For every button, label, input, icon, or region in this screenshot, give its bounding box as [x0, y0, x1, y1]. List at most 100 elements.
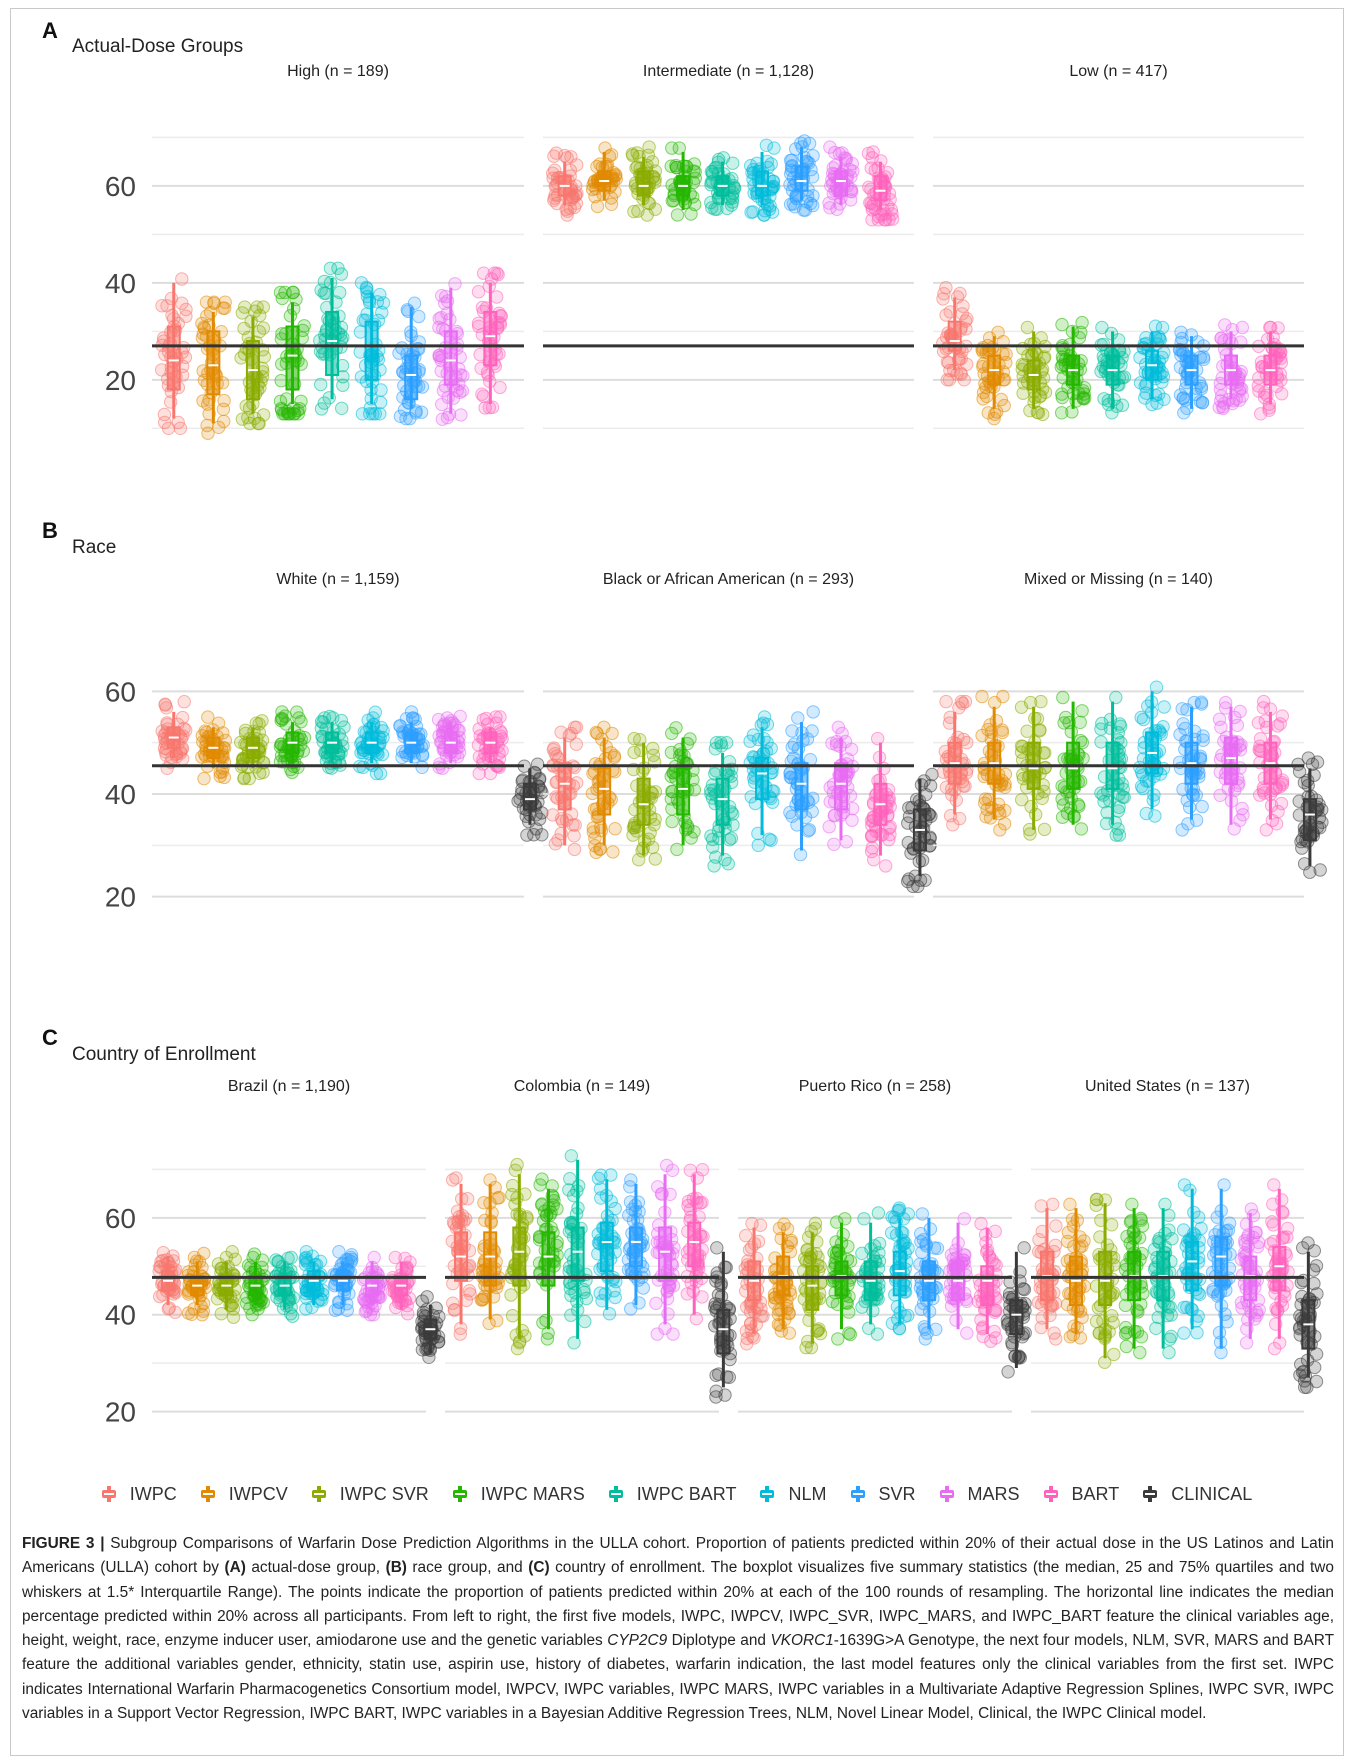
data-point	[1183, 1183, 1197, 1198]
data-point	[476, 266, 491, 280]
data-point	[813, 1326, 828, 1341]
facet: High (n = 189)	[152, 63, 524, 440]
data-point	[722, 1370, 736, 1385]
data-point	[602, 1307, 617, 1321]
facet: Black or African American (n = 293)	[543, 571, 939, 898]
facet-strip-label: High (n = 189)	[287, 63, 389, 80]
box	[285, 325, 300, 391]
data-point	[975, 689, 989, 704]
data-point	[238, 300, 252, 314]
box	[522, 782, 537, 811]
data-point	[594, 823, 609, 838]
data-point	[1266, 1218, 1281, 1232]
model-nlm	[591, 1168, 623, 1321]
data-point	[646, 748, 661, 762]
data-point	[1094, 786, 1108, 800]
data-point	[493, 380, 507, 395]
data-point	[567, 842, 582, 857]
data-point	[1300, 1380, 1314, 1395]
data-point	[217, 414, 231, 429]
model-iwpc-mars	[664, 141, 702, 222]
model-iwpc-mars	[1055, 690, 1090, 836]
facet: White (n = 1,159)	[152, 571, 549, 898]
data-point	[1175, 823, 1189, 837]
data-point	[1157, 345, 1171, 360]
data-point	[1024, 799, 1038, 814]
data-point	[1192, 1210, 1206, 1225]
data-point	[753, 1218, 768, 1232]
model-iwpc-mars	[273, 285, 311, 421]
data-point	[1206, 1285, 1220, 1299]
data-point	[666, 1327, 680, 1341]
data-point	[323, 261, 338, 275]
legend-label: MARS	[967, 1483, 1020, 1504]
data-point	[299, 1245, 314, 1259]
data-point	[1107, 1347, 1121, 1362]
model-bart	[864, 731, 897, 873]
model-svr	[621, 1173, 651, 1316]
data-point	[1271, 804, 1285, 819]
caption-gene-vkorc1: VKORC1	[770, 1632, 834, 1650]
data-point	[724, 198, 739, 212]
model-iwpc	[546, 720, 584, 857]
model-svr	[1205, 1178, 1237, 1360]
data-point	[504, 1288, 518, 1302]
box	[364, 320, 379, 381]
data-point	[709, 1368, 723, 1383]
facet-strip-label: Intermediate (n = 1,128)	[643, 63, 814, 80]
model-iwpc-svr	[797, 1216, 828, 1355]
data-point	[255, 714, 269, 728]
data-point	[845, 813, 859, 827]
box	[404, 354, 419, 401]
data-point	[510, 1207, 524, 1222]
data-point	[777, 1217, 791, 1231]
legend-label: IWPC BART	[636, 1483, 737, 1504]
data-point	[650, 1327, 664, 1341]
data-point	[548, 837, 563, 851]
data-point	[314, 377, 328, 392]
data-point	[374, 383, 388, 397]
y-tick-label: 60	[105, 676, 136, 707]
legend-label: CLINICAL	[1171, 1483, 1253, 1504]
model-clinical	[1292, 1236, 1324, 1395]
data-point	[1014, 700, 1029, 714]
box	[636, 777, 651, 826]
facet-strip-label: White (n = 1,159)	[276, 571, 399, 588]
data-point	[195, 1308, 209, 1322]
data-point	[420, 1290, 434, 1304]
data-point	[1049, 1332, 1063, 1346]
data-point	[490, 1313, 504, 1328]
facet-strip-label: United States (n = 137)	[1085, 1078, 1250, 1095]
model-iwpc-svr	[1015, 320, 1053, 422]
data-point	[447, 1303, 461, 1317]
data-point	[798, 203, 813, 217]
data-point	[241, 1258, 256, 1273]
data-point	[665, 814, 679, 829]
data-point	[257, 350, 271, 364]
data-point	[568, 720, 582, 734]
model-clinical	[511, 757, 549, 842]
model-clinical	[1000, 1241, 1032, 1379]
y-tick-label: 40	[105, 268, 136, 299]
data-point	[175, 272, 189, 286]
data-point	[203, 305, 218, 320]
data-point	[1220, 1315, 1234, 1329]
panel-letter: B	[42, 518, 58, 543]
box	[1009, 1299, 1024, 1336]
data-point	[865, 841, 879, 855]
data-point	[555, 814, 570, 828]
data-point	[291, 407, 305, 421]
data-point	[1017, 1282, 1032, 1297]
box	[570, 1226, 585, 1282]
data-point	[1074, 325, 1088, 340]
model-nlm	[743, 710, 781, 852]
data-point	[1273, 717, 1287, 731]
panel-letter: A	[42, 18, 58, 43]
data-point	[1017, 1241, 1031, 1255]
data-point	[197, 1246, 211, 1261]
box	[715, 777, 730, 826]
data-point	[1280, 1230, 1294, 1244]
legend-key-icon	[939, 1486, 954, 1502]
data-point	[481, 368, 495, 382]
model-iwpc	[1031, 1197, 1063, 1346]
